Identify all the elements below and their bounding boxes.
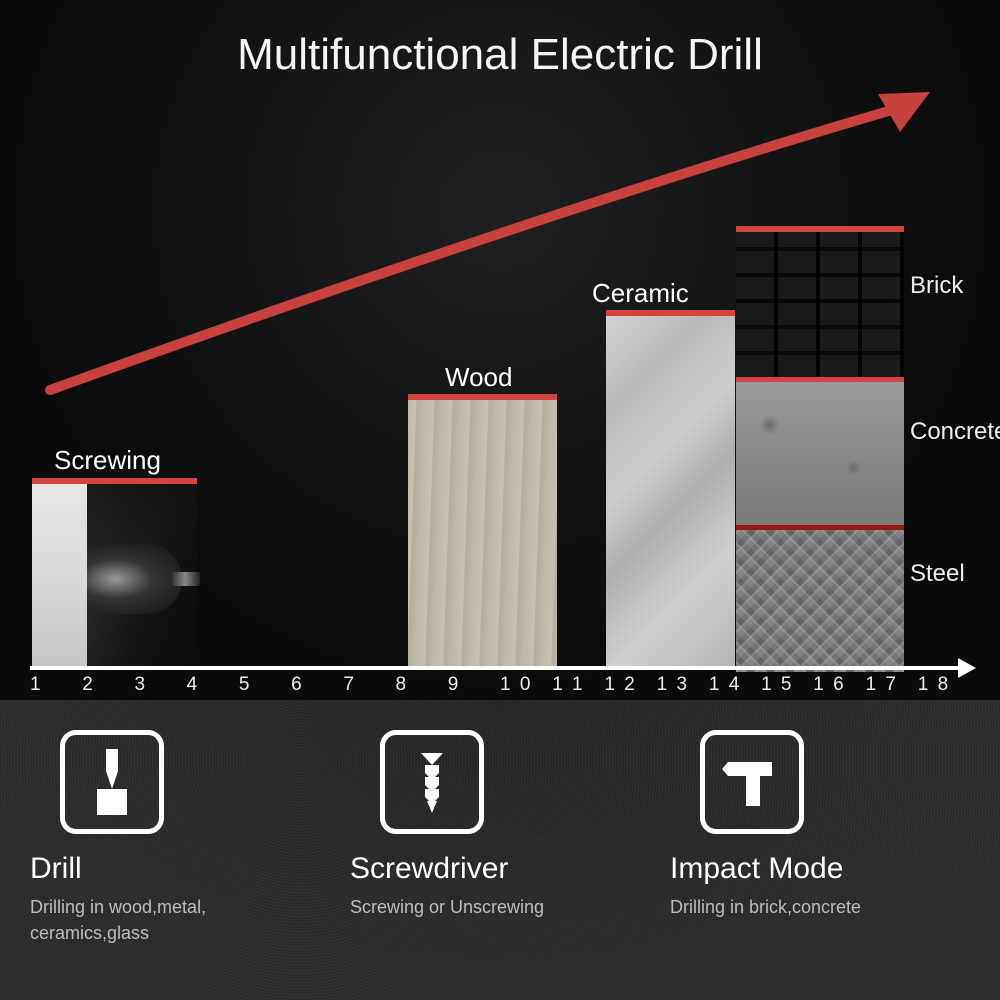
tick: 1 8 [918, 674, 970, 700]
tick: 1 5 [761, 674, 813, 700]
x-axis [30, 666, 970, 670]
tick: 1 2 [604, 674, 656, 700]
segment-brick [736, 232, 904, 377]
mode-desc: Drilling in brick,concrete [670, 894, 861, 920]
bar-label-ceramic: Ceramic [592, 278, 689, 309]
drill-chuck-icon [87, 544, 182, 614]
mode-desc: Screwing or Unscrewing [350, 894, 544, 920]
mode-title: Drill [30, 852, 82, 886]
tick: 1 1 [552, 674, 604, 700]
segment-steel [736, 525, 904, 672]
bar-wood [408, 394, 557, 666]
tick: 3 [134, 674, 186, 700]
tick: 4 [187, 674, 239, 700]
tick: 1 3 [657, 674, 709, 700]
tick: 2 [82, 674, 134, 700]
impact-icon [700, 730, 804, 834]
mode-row: Drill Drilling in wood,metal, ceramics,g… [30, 730, 970, 960]
material-chart: Screwing Wood Ceramic Brick Concrete Ste… [30, 230, 970, 700]
mode-title: Screwdriver [350, 852, 508, 886]
x-axis-ticks: 1 2 3 4 5 6 7 8 9 1 0 1 1 1 2 1 3 1 4 1 … [30, 674, 970, 700]
tick: 5 [239, 674, 291, 700]
bar-screwing [32, 478, 197, 666]
side-label-concrete: Concrete [910, 418, 1000, 446]
cabinet-texture [32, 484, 87, 666]
mode-impact: Impact Mode Drilling in brick,concrete [670, 730, 970, 960]
drill-bit-icon [60, 730, 164, 834]
tick: 1 4 [709, 674, 761, 700]
tick: 8 [396, 674, 448, 700]
bar-stacked [736, 226, 904, 666]
tick: 1 0 [500, 674, 552, 700]
screw-icon [380, 730, 484, 834]
side-label-steel: Steel [910, 560, 965, 588]
tick: 9 [448, 674, 500, 700]
tick: 7 [343, 674, 395, 700]
tick: 6 [291, 674, 343, 700]
tick: 1 6 [813, 674, 865, 700]
mode-screwdriver: Screwdriver Screwing or Unscrewing [350, 730, 650, 960]
mode-desc: Drilling in wood,metal, ceramics,glass [30, 894, 300, 946]
bar-ceramic [606, 310, 735, 666]
mode-title: Impact Mode [670, 852, 843, 886]
tick: 1 [30, 674, 82, 700]
bar-label-wood: Wood [445, 362, 512, 393]
tick: 1 7 [866, 674, 918, 700]
mode-drill: Drill Drilling in wood,metal, ceramics,g… [30, 730, 330, 960]
side-label-brick: Brick [910, 272, 963, 300]
segment-concrete [736, 377, 904, 525]
bar-label-screwing: Screwing [54, 445, 161, 476]
page-title: Multifunctional Electric Drill [0, 30, 1000, 80]
